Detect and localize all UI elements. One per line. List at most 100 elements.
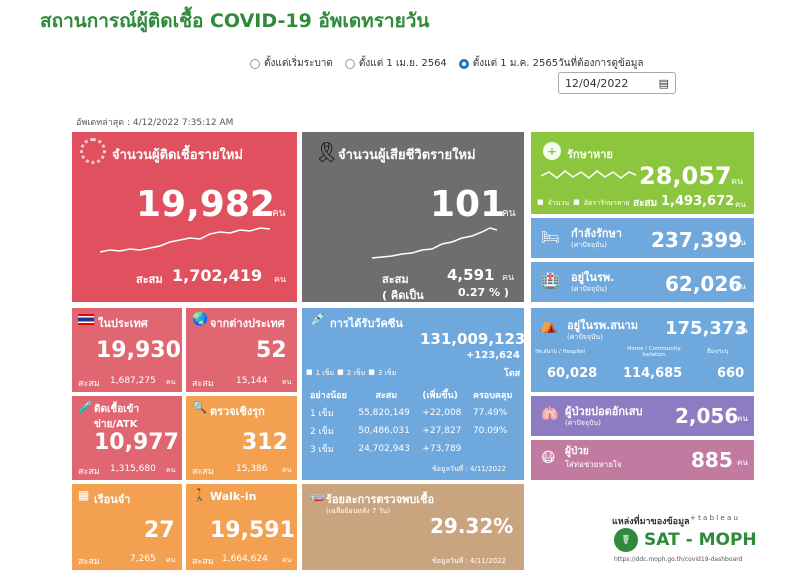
radio-label: ตั้งแต่ 1 ม.ค. 2565 <box>472 58 559 69</box>
lungs-icon: 🫁 <box>541 406 559 422</box>
legend-square-icon: ■ <box>537 198 544 206</box>
calendar-icon[interactable]: ▤ <box>658 76 669 90</box>
table-header: (เพิ่มขึ้น) <box>422 391 458 401</box>
imported-cum: 15,144 <box>236 376 268 386</box>
recovered-card: + รักษาหาย 28,057 คน ■ จำนวน ■ อัตรารักษาห… <box>531 132 754 214</box>
new-cases-cum-label: สะสม <box>136 273 163 286</box>
moph-logo-icon: ☤ <box>614 528 638 552</box>
prison-label: เรือนจำ <box>94 493 131 506</box>
unit: คน <box>502 208 516 219</box>
walkin-label: Walk-in <box>210 490 257 503</box>
walkin-cum-label: สะสม <box>192 557 214 567</box>
table-cell: 1 เข็ม <box>310 409 334 419</box>
imported-card: 🌏 จากต่างประเทศ 52 สะสม 15,144 คน <box>186 308 297 392</box>
magnifier-icon: 🔍 <box>192 400 207 414</box>
table-cell: 77.49% <box>472 408 508 418</box>
recovered-label: รักษาหาย <box>567 148 613 161</box>
table-cell: 70.09% <box>472 426 508 436</box>
unit: คน <box>166 556 176 564</box>
walking-person-icon: 🚶 <box>192 488 207 502</box>
new-cases-card: จำนวนผู้ติดเชื้อรายใหม่ 19,982 คน สะสม 1… <box>72 132 297 302</box>
positivity-label: ร้อยละการตรวจพบเชื้อ <box>326 493 435 506</box>
period-radio-group[interactable]: ตั้งแต่เริ่มระบาด ตั้งแต่ 1 เม.ย. 2564 ต… <box>250 56 558 71</box>
positivity-sub: (เฉลี่ยย้อนหลัง 7 วัน) <box>326 507 391 515</box>
domestic-value: 19,930 <box>96 338 181 363</box>
table-cell: 3 เข็ม <box>310 445 334 455</box>
positivity-value: 29.32% <box>430 514 514 538</box>
unit: คน <box>737 414 748 423</box>
new-cases-value: 19,982 <box>136 184 275 225</box>
unit: คน <box>272 208 286 219</box>
unit: คน <box>731 177 744 187</box>
other-header: อื่นๆ/ระบุ <box>707 349 729 355</box>
prison-cum-label: สะสม <box>78 557 100 567</box>
tent-icon: ⛺ <box>539 316 558 334</box>
other-value: 660 <box>717 366 745 381</box>
vaccine-note: ข้อมูลวันที่ : 4/11/2022 <box>432 465 506 473</box>
legend-dose1: 1 เข็ม <box>315 369 335 377</box>
field-hospital-card: ⛺ อยู่ในรพ.สนาม (ค่าปัจจุบัน) 175,373 คน… <box>531 308 754 392</box>
recovered-cum: 1,493,672 <box>661 194 735 209</box>
death-pct: 0.27 % ) <box>458 286 509 299</box>
table-cell: 2 เข็ม <box>310 427 334 437</box>
ventilator-label2: ใส่ท่อช่วยหายใจ <box>565 460 622 469</box>
vaccine-label: การได้รับวัคซีน <box>330 317 403 330</box>
atk-cum-label: สะสม <box>78 467 100 477</box>
radio-selected-icon[interactable] <box>458 58 469 69</box>
new-cases-label: จำนวนผู้ติดเชื้อรายใหม่ <box>112 148 243 163</box>
table-cell: +27,827 <box>422 426 462 436</box>
severe-card: 🫁 ผู้ป่วยปอดอักเสบ (ค่าปัจจุบัน) 2,056 ค… <box>531 396 754 436</box>
legend-square-icon: ■ <box>368 368 375 376</box>
hospitel-value: 60,028 <box>547 366 598 381</box>
table-header-row: อย่างน้อย สะสม (เพิ่มขึ้น) ครอบคลุม <box>306 386 520 404</box>
new-deaths-value: 101 <box>430 184 506 225</box>
hospital-bed-icon: 🛏 <box>541 228 561 246</box>
ventilator-card: 😷 ผู้ป่วย ใส่ท่อช่วยหายใจ 885 คน <box>531 440 754 480</box>
treating-value: 237,399 <box>651 228 743 252</box>
domestic-label: ในประเทศ <box>98 317 148 330</box>
proactive-value: 312 <box>242 430 288 455</box>
table-header: อย่างน้อย <box>310 391 347 401</box>
domestic-cum: 1,687,275 <box>110 376 156 386</box>
new-deaths-card: 🎗 จำนวนผู้เสียชีวิตรายใหม่ 101 คน สะสม 4… <box>302 132 524 302</box>
legend-square-icon: ■ <box>337 368 344 376</box>
legend-square-icon: ■ <box>306 368 313 376</box>
home-isolation-value: 114,685 <box>623 366 683 381</box>
legend-rate: อัตรารักษาหาย <box>583 199 630 207</box>
atk-value: 10,977 <box>94 430 179 455</box>
date-value: 12/04/2022 <box>565 76 629 90</box>
proactive-card: 🔍 ตรวจเชิงรุก 312 สะสม 15,386 คน <box>186 396 297 480</box>
atk-cum: 1,315,680 <box>110 464 156 474</box>
date-input[interactable]: 12/04/2022 ▤ <box>558 72 676 94</box>
legend-square-icon: ■ <box>573 198 580 206</box>
unit: คน <box>502 273 515 283</box>
vaccine-delta: +123,624 <box>466 350 520 361</box>
table-row: 1 เข็ม 55,820,149 +22,008 77.49% <box>306 404 520 422</box>
recovered-sparkline <box>541 170 636 179</box>
imported-cum-label: สะสม <box>192 379 214 389</box>
ventilator-icon: 😷 <box>541 450 556 466</box>
last-updated: อัพเดทล่าสุด : 4/12/2022 7:35:12 AM <box>76 118 234 128</box>
unit: คน <box>737 458 748 467</box>
hospital-icon: 🏥 <box>541 272 560 290</box>
radio-since-apr-2564[interactable]: ตั้งแต่ 1 เม.ย. 2564 <box>344 56 447 71</box>
black-ribbon-icon: 🎗 <box>314 140 340 164</box>
new-deaths-sparkline <box>372 227 497 259</box>
atk-label: ติดเชื้อเข้าข่าย/ATK <box>94 404 140 430</box>
walkin-cum: 1,664,624 <box>222 554 268 564</box>
tableau-logo: + t a b l e a u <box>690 514 738 522</box>
source-url[interactable]: https://ddc.moph.go.th/covid19-dashboard <box>614 556 743 563</box>
radio-since-start[interactable]: ตั้งแต่เริ่มระบาด <box>250 56 333 71</box>
radio-circle-icon[interactable] <box>250 58 260 69</box>
field-hospital-sub: (ค่าปัจจุบัน) <box>567 333 603 341</box>
unit: คน <box>737 326 748 335</box>
unit: คน <box>735 200 746 209</box>
radio-circle-icon[interactable] <box>344 58 355 69</box>
positivity-card: 🧫 ร้อยละการตรวจพบเชื้อ (เฉลี่ยย้อนหลัง 7… <box>302 484 524 570</box>
table-cell: +73,789 <box>422 444 462 454</box>
severe-value: 2,056 <box>675 404 739 428</box>
radio-since-jan-2565[interactable]: ตั้งแต่ 1 ม.ค. 2565 <box>458 56 559 71</box>
recovered-value: 28,057 <box>639 162 732 190</box>
ventilator-value: 885 <box>691 448 733 472</box>
test-kit-icon: 🧪 <box>78 400 93 414</box>
